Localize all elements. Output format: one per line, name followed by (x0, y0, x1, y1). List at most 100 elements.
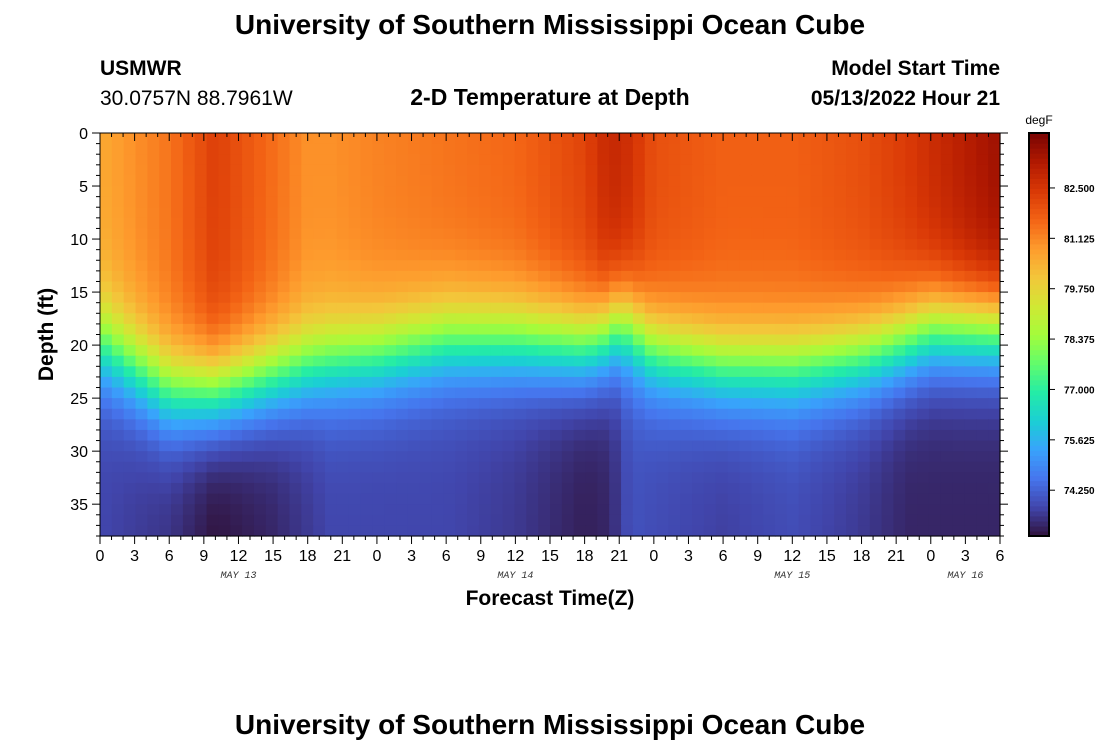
heatmap-cell (490, 451, 504, 463)
colorbar-segment (1029, 334, 1049, 341)
heatmap-cell (893, 472, 906, 484)
heatmap-cell (550, 398, 563, 410)
heatmap-cell (550, 217, 563, 230)
colorbar-segment (1029, 389, 1049, 396)
colorbar-segment (1029, 203, 1049, 210)
heatmap-cell (798, 313, 812, 325)
heatmap-cell (230, 461, 243, 473)
heatmap-cell (253, 387, 267, 399)
heatmap-cell (431, 429, 445, 442)
heatmap-cell (834, 196, 847, 208)
heatmap-cell (242, 482, 255, 495)
heatmap-cell (135, 207, 148, 219)
heatmap-cell (692, 196, 705, 208)
heatmap-cell (182, 260, 196, 272)
heatmap-cell (348, 164, 362, 177)
heatmap-cell (538, 504, 551, 516)
heatmap-cell (727, 482, 741, 495)
heatmap-cell (478, 186, 492, 198)
heatmap-cell (431, 493, 445, 505)
heatmap-cell (265, 196, 279, 208)
heatmap-cell (940, 482, 954, 495)
heatmap-cell (632, 334, 646, 346)
heatmap-cell (621, 461, 634, 473)
heatmap-cell (171, 440, 184, 452)
heatmap-cell (407, 143, 421, 155)
heatmap-cell (928, 482, 942, 495)
heatmap-cell (159, 196, 172, 208)
heatmap-cell (928, 451, 942, 463)
heatmap-cell (490, 461, 504, 473)
heatmap-cell (135, 143, 148, 155)
heatmap-cell (100, 186, 113, 198)
heatmap-cell (893, 175, 906, 187)
heatmap-cell (123, 387, 137, 399)
heatmap-cell (431, 164, 445, 177)
heatmap-cell (786, 143, 800, 155)
heatmap-cell (218, 525, 231, 537)
heatmap-cell (194, 228, 208, 240)
heatmap-cell (751, 175, 764, 187)
heatmap-cell (336, 334, 350, 346)
heatmap-cell (396, 366, 409, 378)
heatmap-cell (171, 493, 184, 505)
heatmap-cell (218, 440, 231, 452)
colorbar-segment (1029, 309, 1049, 315)
heatmap-cell (561, 260, 575, 272)
heatmap-cell (230, 504, 243, 516)
heatmap-cell (478, 451, 492, 463)
heatmap-cell (597, 154, 610, 166)
heatmap-cell (905, 408, 918, 420)
heatmap-cell (360, 133, 373, 145)
colorbar-segment (1029, 374, 1049, 381)
heatmap-cell (881, 249, 895, 261)
heatmap-cell (123, 217, 137, 230)
heatmap-cell (597, 143, 610, 155)
y-tick-label: 15 (70, 285, 88, 302)
heatmap-cell (478, 281, 492, 293)
heatmap-cell (348, 334, 362, 346)
heatmap-cell (514, 525, 527, 537)
heatmap-cell (159, 387, 172, 399)
heatmap-cell (763, 281, 776, 293)
heatmap-cell (976, 482, 989, 495)
heatmap-cell (561, 461, 575, 473)
heatmap-cell (703, 355, 717, 367)
heatmap-cell (846, 217, 859, 230)
heatmap-cell (253, 514, 267, 526)
heatmap-cell (467, 228, 480, 240)
heatmap-cell (775, 355, 788, 367)
heatmap-cell (703, 345, 717, 357)
heatmap-cell (668, 429, 681, 442)
heatmap-cell (526, 525, 539, 537)
heatmap-cell (917, 228, 930, 240)
heatmap-cell (621, 302, 634, 314)
heatmap-cell (538, 196, 551, 208)
heatmap-cell (976, 281, 989, 293)
colorbar-segment (1029, 218, 1049, 225)
heatmap-cell (171, 249, 184, 261)
heatmap-cell (668, 387, 681, 399)
heatmap-cell (644, 408, 658, 420)
heatmap-cell (502, 270, 516, 283)
heatmap-cell (656, 355, 670, 367)
heatmap-cell (632, 281, 646, 293)
heatmap-cell (478, 419, 492, 431)
x-tick-label: 3 (407, 548, 416, 565)
heatmap-cell (301, 302, 314, 314)
colorbar-segment (1029, 133, 1049, 139)
heatmap-cell (550, 525, 563, 537)
heatmap-cell (301, 143, 314, 155)
heatmap-cell (810, 270, 823, 283)
heatmap-cell (940, 408, 954, 420)
heatmap-cell (396, 355, 409, 367)
heatmap-cell (123, 482, 137, 495)
heatmap-cell (100, 164, 113, 177)
heatmap-cell (431, 154, 445, 166)
heatmap-cell (550, 323, 563, 336)
heatmap-cell (384, 334, 397, 346)
heatmap-cell (644, 334, 658, 346)
heatmap-cell (644, 249, 658, 261)
heatmap-cell (573, 376, 587, 389)
heatmap-cell (810, 440, 823, 452)
